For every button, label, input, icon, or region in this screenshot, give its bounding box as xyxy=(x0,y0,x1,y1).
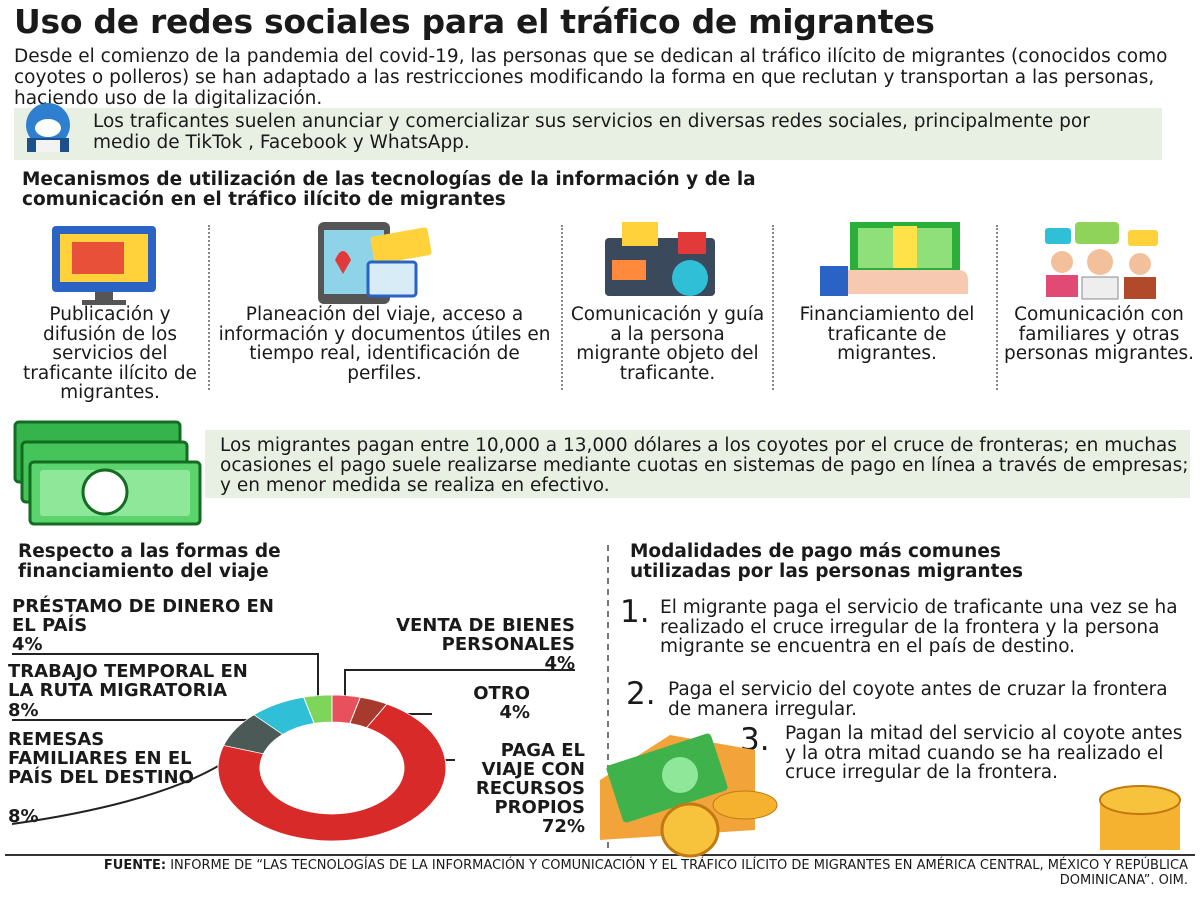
donut-segment xyxy=(331,694,361,724)
donut-segment xyxy=(349,696,388,729)
separator xyxy=(772,225,774,390)
bills-icon xyxy=(13,420,202,526)
list-number: 2. xyxy=(626,676,656,712)
donut-segment xyxy=(303,694,333,724)
people-icon xyxy=(1045,222,1158,300)
donut-chart xyxy=(217,694,447,842)
shape xyxy=(850,222,960,274)
shape xyxy=(660,802,720,858)
section-title: Mecanismos de utilización de las tecnolo… xyxy=(22,169,756,210)
shape xyxy=(52,226,156,292)
shape xyxy=(13,420,182,484)
shape xyxy=(662,757,698,793)
shape xyxy=(1129,253,1151,275)
mechanism-text: Comunicación con familiares y otras pers… xyxy=(1004,304,1194,364)
separator xyxy=(996,225,998,390)
shape xyxy=(95,292,113,302)
mechanism-text: Financiamiento del traficante de migrant… xyxy=(799,304,975,364)
mechanism-text: Publicación y difusión de los servicios … xyxy=(23,304,197,403)
shape xyxy=(1081,276,1119,300)
shape xyxy=(1075,222,1119,244)
shape xyxy=(1099,785,1181,815)
shape xyxy=(678,232,706,254)
mechanism-text: Planeación del viaje, acceso a informaci… xyxy=(218,304,551,384)
mechanism-text: Comunicación y guía a la persona migrant… xyxy=(570,304,765,384)
shape xyxy=(72,242,124,274)
shape xyxy=(318,222,390,304)
shape xyxy=(612,260,646,280)
shape xyxy=(712,790,778,820)
category-label: TRABAJO TEMPORAL EN LA RUTA MIGRATORIA xyxy=(8,661,248,701)
category-label: PRÉSTAMO DE DINERO EN EL PAÍS xyxy=(12,596,274,636)
list-number: 3. xyxy=(740,722,770,758)
monitor-icon xyxy=(52,226,156,305)
shape xyxy=(370,227,432,265)
shape xyxy=(324,230,384,294)
source-label: FUENTE: xyxy=(103,858,167,873)
shape xyxy=(672,260,708,296)
value-label: 4% xyxy=(544,653,575,674)
category-label: PAGA EL VIAJE CON RECURSOS PROPIOS xyxy=(475,740,585,818)
payment-text: Los migrantes pagan entre 10,000 a 13,00… xyxy=(220,435,1189,496)
shape xyxy=(622,222,658,246)
shape xyxy=(1051,251,1073,273)
value-label: 72% xyxy=(541,816,585,837)
value-label: 8% xyxy=(8,806,39,827)
shape xyxy=(81,468,129,516)
money-hand-icon xyxy=(820,222,968,296)
shape xyxy=(820,266,848,296)
callout-box xyxy=(14,108,1162,160)
intro-text: Desde el comienzo de la pandemia del cov… xyxy=(14,46,1168,109)
shape xyxy=(1124,277,1156,299)
shape xyxy=(848,270,968,294)
phone-map-icon xyxy=(318,222,432,304)
value-label: 4% xyxy=(12,634,43,655)
shape xyxy=(893,226,917,268)
donut-segment xyxy=(217,703,447,842)
shape xyxy=(606,733,728,823)
category-label: REMESAS FAMILIARES EN EL PAÍS DEL DESTIN… xyxy=(8,729,194,788)
shape xyxy=(858,228,952,268)
donut-segment xyxy=(222,714,284,755)
title: Uso de redes sociales para el tráfico de… xyxy=(14,2,935,41)
chat-icon xyxy=(605,222,715,296)
source-text: INFORME DE “LAS TECNOLOGÍAS DE LA INFORM… xyxy=(170,858,1188,888)
separator xyxy=(208,225,210,390)
shape xyxy=(60,234,148,282)
shape xyxy=(605,238,715,296)
shape xyxy=(28,460,202,526)
list-text: El migrante paga el servicio de trafican… xyxy=(660,597,1178,657)
shape xyxy=(1100,800,1180,850)
shape xyxy=(1128,230,1158,246)
donut-segment xyxy=(253,696,315,735)
category-label: VENTA DE BIENES PERSONALES xyxy=(396,615,575,655)
payment-box xyxy=(205,430,1190,498)
chart-title: Respecto a las formas de financiamiento … xyxy=(18,541,281,582)
section-title: Modalidades de pago más comunes utilizad… xyxy=(630,541,1024,582)
list-number: 1. xyxy=(620,594,650,630)
category-label: OTRO xyxy=(473,683,530,704)
value-label: 4% xyxy=(499,702,530,723)
list-text: Pagan la mitad del servicio al coyote an… xyxy=(785,723,1183,783)
shape xyxy=(1087,249,1113,275)
shape xyxy=(20,440,189,504)
separator xyxy=(561,225,563,390)
callout-text: Los traficantes suelen anunciar y comerc… xyxy=(93,111,1090,153)
shape xyxy=(366,260,418,298)
list-text: Paga el servicio del coyote antes de cru… xyxy=(668,679,1168,720)
shape xyxy=(600,735,755,840)
shape xyxy=(40,470,190,516)
shape xyxy=(335,251,351,274)
shape xyxy=(1046,275,1078,297)
source: FUENTE: INFORME DE “LAS TECNOLOGÍAS DE L… xyxy=(68,858,1188,888)
shape xyxy=(1045,228,1071,244)
value-label: 8% xyxy=(8,700,39,721)
